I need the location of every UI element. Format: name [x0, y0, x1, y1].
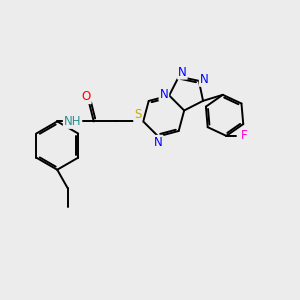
Text: NH: NH — [64, 115, 81, 128]
Text: N: N — [160, 88, 168, 100]
Text: N: N — [154, 136, 163, 149]
Text: O: O — [82, 90, 91, 103]
Text: N: N — [200, 73, 208, 86]
Text: F: F — [241, 129, 248, 142]
Text: S: S — [134, 108, 142, 121]
Text: N: N — [178, 66, 187, 79]
